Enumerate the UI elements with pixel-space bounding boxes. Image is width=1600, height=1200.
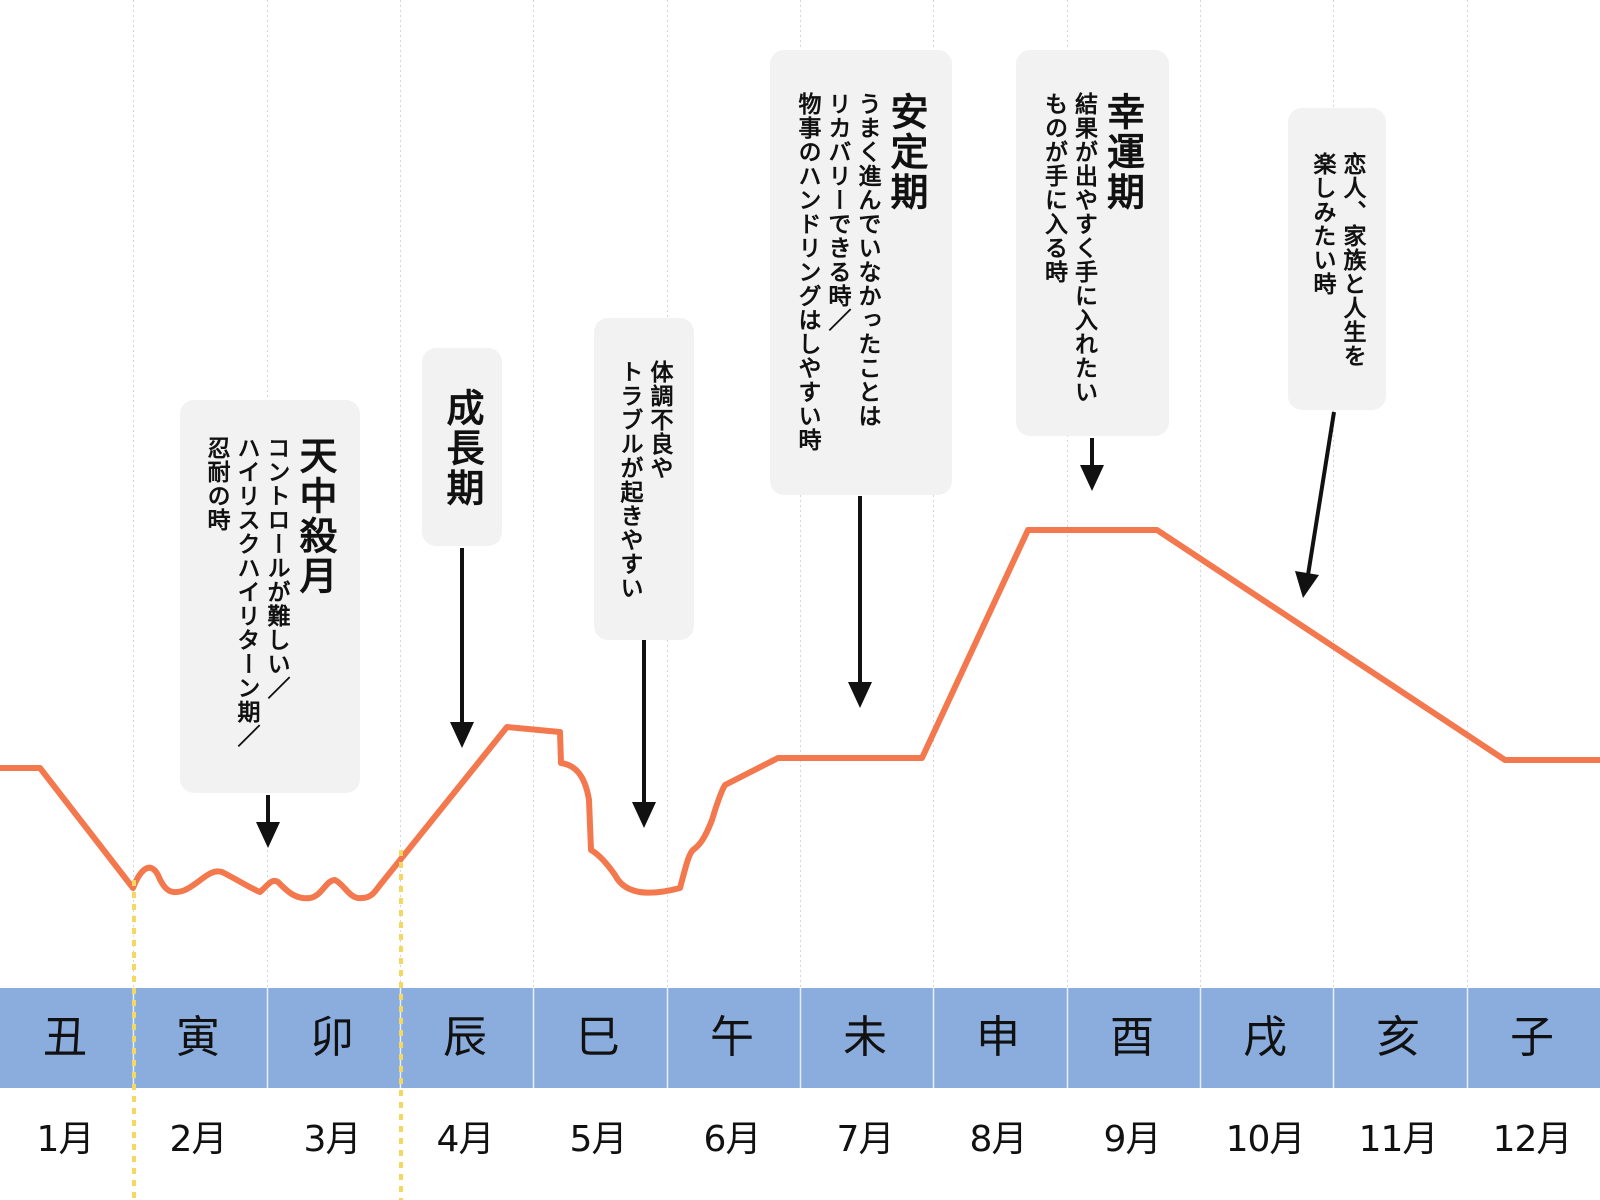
health-line-2: トラブルが起きやすい: [616, 360, 642, 600]
month-label-3: 3月: [303, 1119, 362, 1160]
zodiac-label-6: 午: [710, 1012, 754, 1063]
tenchusatsu-line-1: コントロールが難しい／: [263, 436, 289, 700]
arrow-health: [632, 640, 656, 828]
tenchusatsu-line-2: ハイリスクハイリターン期／: [233, 436, 259, 748]
zodiac-label-9: 酉: [1110, 1012, 1154, 1063]
zodiac-label-12: 子: [1510, 1012, 1554, 1063]
zodiac-label-5: 巳: [576, 1012, 620, 1063]
month-label-4: 4月: [436, 1119, 495, 1160]
zodiac-label-7: 未: [843, 1012, 887, 1063]
arrow-tenchusatsu: [256, 795, 280, 848]
month-label-8: 8月: [969, 1119, 1028, 1160]
zodiac-label-1: 丑: [43, 1012, 87, 1063]
month-label-12: 12月: [1492, 1119, 1573, 1160]
tenchusatsu-line-3: 忍耐の時: [203, 436, 229, 532]
health-box: 体調不良や トラブルが起きやすい: [594, 318, 694, 640]
zodiac-label-3: 卯: [310, 1012, 354, 1063]
month-label-10: 10月: [1225, 1119, 1306, 1160]
stable-line-2: リカバリーできる時／: [824, 92, 850, 332]
family-line-2: 楽しみたい時: [1309, 152, 1335, 296]
growth-title: 成長期: [440, 388, 484, 508]
growth-box: 成長期: [422, 348, 502, 546]
month-label-7: 7月: [836, 1119, 895, 1160]
fortune-curve: [0, 527, 1600, 902]
zodiac-label-8: 申: [976, 1012, 1020, 1063]
family-line-1: 恋人、家族と人生を: [1339, 152, 1365, 368]
stable-line-1: うまく進んでいなかったことは: [854, 92, 880, 428]
tenchusatsu-title: 天中殺月: [293, 436, 337, 596]
month-label-1: 1月: [36, 1119, 95, 1160]
month-label-9: 9月: [1103, 1119, 1162, 1160]
arrow-lucky: [1080, 438, 1104, 491]
lucky-line-2: ものが手に入る時: [1040, 92, 1067, 284]
health-line-1: 体調不良や: [646, 360, 672, 480]
lucky-line-1: 結果が出やすく手に入れたい: [1070, 92, 1097, 404]
zodiac-label-2: 寅: [176, 1012, 220, 1063]
family-box: 恋人、家族と人生を 楽しみたい時: [1288, 108, 1386, 410]
zodiac-label-10: 戌: [1243, 1012, 1287, 1063]
month-label-2: 2月: [169, 1119, 228, 1160]
zodiac-band-separators: [132, 988, 1469, 1088]
lucky-title: 幸運期: [1100, 92, 1145, 212]
arrow-growth: [450, 548, 474, 748]
zodiac-label-11: 亥: [1376, 1012, 1420, 1063]
tenchusatsu-box: 天中殺月 コントロールが難しい／ ハイリスクハイリターン期／ 忍耐の時: [180, 400, 360, 793]
arrow-family: [1295, 411, 1336, 598]
month-label-11: 11月: [1358, 1119, 1439, 1160]
stable-box: 安定期 うまく進んでいなかったことは リカバリーできる時／ 物事のハンドリングは…: [770, 50, 952, 495]
lucky-box: 幸運期 結果が出やすく手に入れたい ものが手に入る時: [1016, 50, 1169, 436]
stable-title: 安定期: [884, 92, 928, 212]
stable-line-3: 物事のハンドリングはしやすい時: [794, 92, 820, 452]
zodiac-label-4: 辰: [443, 1012, 487, 1063]
arrow-stable: [848, 496, 872, 708]
month-label-6: 6月: [703, 1119, 762, 1160]
month-label-5: 5月: [569, 1119, 628, 1160]
